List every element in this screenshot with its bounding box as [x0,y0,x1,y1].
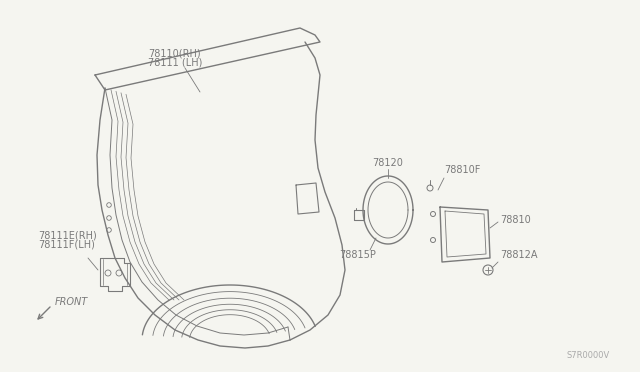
Text: 78120: 78120 [372,158,403,168]
Text: 78111E(RH): 78111E(RH) [38,230,97,240]
Text: FRONT: FRONT [55,297,88,307]
Text: S7R0000V: S7R0000V [567,351,610,360]
Text: 78810F: 78810F [444,165,481,175]
Text: 78812A: 78812A [500,250,538,260]
Text: 78815P: 78815P [340,250,376,260]
Text: 78111F(LH): 78111F(LH) [38,239,95,249]
Text: 78111 (LH): 78111 (LH) [148,57,202,67]
Text: 78810: 78810 [500,215,531,225]
Text: 78110(RH): 78110(RH) [148,48,200,58]
